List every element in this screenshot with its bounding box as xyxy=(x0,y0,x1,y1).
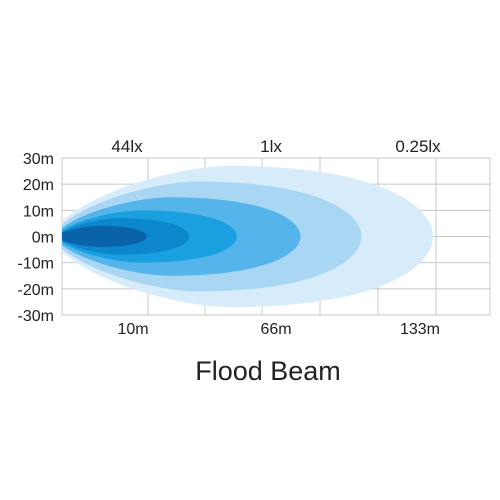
x-tick-label: 10m xyxy=(117,321,148,338)
beam-contour-6 xyxy=(62,226,147,247)
y-tick-label: -30m xyxy=(18,308,54,325)
x-tick-label: 133m xyxy=(400,321,440,338)
lux-label: 0.25lx xyxy=(395,137,441,156)
lux-labels: 44lx 1lx 0.25lx xyxy=(111,137,441,156)
y-axis-ticks: 30m 20m 10m 0m -10m -20m -30m xyxy=(18,151,54,325)
y-tick-label: 30m xyxy=(23,151,54,168)
chart-title: Flood Beam xyxy=(195,356,341,386)
y-tick-label: 10m xyxy=(23,203,54,220)
lux-label: 44lx xyxy=(111,137,143,156)
x-tick-label: 66m xyxy=(260,321,291,338)
y-tick-label: 20m xyxy=(23,177,54,194)
y-tick-label: -20m xyxy=(18,282,54,299)
beam-contours xyxy=(62,165,433,308)
y-tick-label: 0m xyxy=(32,230,54,247)
x-axis-ticks: 10m 66m 133m xyxy=(117,321,440,338)
lux-label: 1lx xyxy=(260,137,282,156)
y-tick-label: -10m xyxy=(18,256,54,273)
